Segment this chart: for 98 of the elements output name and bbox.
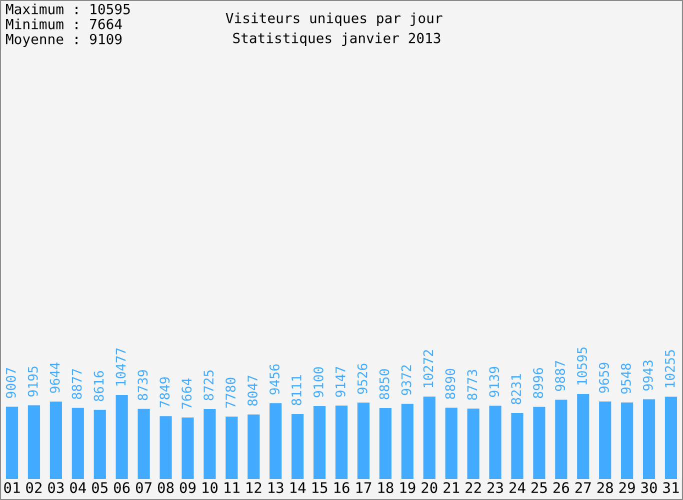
bar — [160, 416, 172, 479]
text: Maximum : 10595 — [6, 4, 130, 14]
x-tick-label: 03 — [48, 482, 64, 494]
data-label: 10595 — [577, 347, 587, 385]
x-tick-label: 25 — [532, 482, 547, 494]
x-tick-label: 28 — [597, 482, 613, 494]
data-label: 9007 — [6, 368, 16, 398]
bar — [511, 413, 524, 479]
bar — [313, 406, 326, 479]
x-tick-label: 04 — [70, 482, 86, 494]
bar — [116, 394, 128, 479]
x-tick-label: 27 — [575, 482, 591, 493]
bar — [533, 406, 546, 479]
data-label: 9659 — [598, 362, 609, 393]
x-tick-label: 15 — [312, 482, 328, 494]
bar — [379, 408, 392, 479]
x-tick-label: 12 — [246, 482, 262, 493]
bar — [50, 402, 62, 479]
bar — [423, 396, 436, 479]
bar — [401, 404, 414, 479]
data-label: 7664 — [182, 378, 192, 409]
x-tick-label: 02 — [26, 482, 42, 494]
data-label: 9100 — [313, 367, 324, 398]
x-tick-label: 10 — [202, 482, 218, 494]
x-tick-label: 29 — [619, 482, 635, 494]
bar — [6, 406, 18, 479]
data-label: 9548 — [620, 364, 631, 394]
x-tick-label: 26 — [553, 482, 569, 494]
bar — [270, 403, 282, 479]
data-label: 9943 — [642, 360, 653, 391]
x-tick-label: 14 — [290, 482, 306, 493]
chart-title: Visiteurs uniques par jour — [226, 12, 442, 26]
x-tick-label: 19 — [400, 482, 416, 494]
data-label: 8877 — [72, 369, 82, 400]
text: Moyenne : 9109 — [6, 34, 122, 48]
x-tick-label: 11 — [224, 482, 240, 493]
x-tick-label: 01 — [4, 482, 20, 494]
bar — [248, 414, 260, 479]
x-tick-label: 18 — [378, 482, 394, 494]
bar — [577, 394, 590, 479]
bar — [72, 408, 84, 479]
bar — [642, 399, 656, 479]
x-tick-label: 24 — [510, 482, 526, 493]
x-tick-label: 30 — [641, 482, 657, 494]
bar — [335, 406, 348, 479]
data-label: 9526 — [357, 364, 368, 394]
data-label: 10272 — [423, 350, 434, 388]
bar — [599, 402, 612, 479]
data-label: 8773 — [467, 370, 478, 400]
data-label: 8047 — [248, 376, 258, 406]
data-label: 8616 — [94, 371, 104, 402]
x-tick-label: 31 — [663, 482, 679, 494]
bar — [489, 406, 502, 479]
bar — [292, 414, 304, 479]
bar — [28, 405, 40, 479]
data-label: 7780 — [226, 378, 236, 408]
x-tick-label: 16 — [334, 482, 350, 494]
data-label: 9887 — [555, 361, 566, 391]
x-tick-label: 06 — [114, 482, 130, 494]
x-tick-label: 17 — [356, 482, 372, 493]
text: Minimum : 7664 — [6, 18, 122, 30]
data-label: 8996 — [533, 368, 544, 398]
bar — [555, 400, 568, 479]
bar — [445, 408, 458, 479]
bar — [621, 402, 634, 479]
x-tick-label: 07 — [136, 482, 152, 494]
bar — [182, 418, 194, 479]
data-label: 9139 — [489, 366, 500, 397]
data-label: 9195 — [28, 366, 38, 397]
data-label: 9372 — [401, 365, 412, 396]
data-label: 9147 — [335, 366, 346, 397]
bar — [204, 409, 216, 479]
bar — [664, 396, 678, 479]
data-label: 8739 — [138, 370, 148, 400]
x-tick-label: 22 — [466, 482, 481, 493]
x-tick-label: 20 — [422, 482, 438, 494]
x-tick-label: 08 — [158, 482, 174, 494]
data-label: 7849 — [160, 377, 170, 408]
data-label: 10255 — [664, 350, 675, 388]
data-label: 8725 — [204, 370, 214, 400]
data-label: 8850 — [379, 369, 390, 400]
bar — [226, 416, 238, 479]
chart-subtitle: Statistiques janvier 2013 — [233, 32, 440, 46]
x-tick-label: 09 — [180, 482, 196, 494]
data-label: 9644 — [50, 362, 60, 393]
data-label: 10477 — [116, 348, 126, 386]
x-tick-label: 05 — [92, 482, 108, 494]
bar — [138, 408, 150, 479]
bar — [94, 410, 106, 479]
data-label: 8231 — [511, 374, 522, 404]
x-tick-label: 23 — [488, 482, 503, 494]
bar — [467, 408, 480, 479]
x-tick-label: 13 — [268, 482, 284, 494]
data-label: 8111 — [291, 375, 302, 406]
bar — [357, 402, 370, 479]
data-label: 9456 — [269, 364, 280, 394]
data-label: 8890 — [445, 368, 456, 399]
x-tick-label: 21 — [444, 482, 460, 493]
